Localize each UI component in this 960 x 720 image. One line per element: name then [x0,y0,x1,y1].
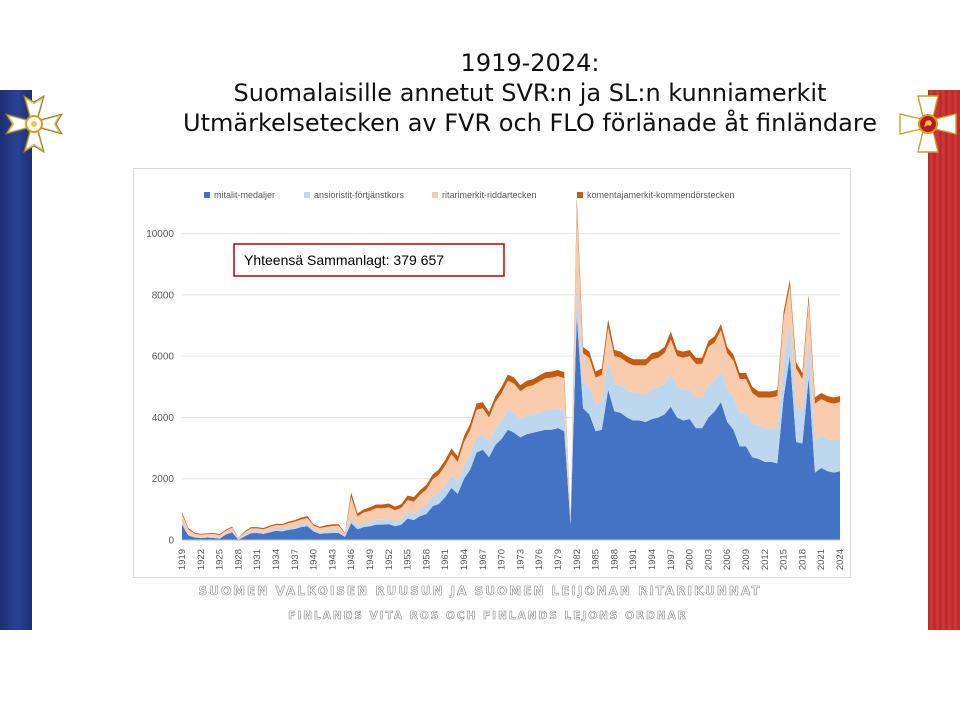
x-tick-label: 1997 [666,549,677,570]
x-tick-label: 1973 [515,549,526,570]
legend-swatch [432,192,438,198]
x-tick-label: 1919 [177,549,188,570]
x-tick-label: 1934 [271,549,282,570]
x-tick-label: 2015 [779,549,790,570]
y-tick-label: 2000 [152,474,175,485]
x-tick-label: 1967 [478,549,489,570]
y-tick-label: 10000 [146,229,174,240]
x-tick-label: 1922 [196,549,207,570]
x-tick-label: 2000 [685,549,696,570]
y-tick-label: 6000 [152,352,175,363]
x-tick-label: 1964 [459,549,470,570]
x-tick-label: 2021 [816,549,827,570]
lion-cross-icon [899,95,957,153]
x-tick-label: 2024 [835,549,846,570]
x-tick-label: 2006 [722,549,733,570]
x-tick-label: 1979 [553,549,564,570]
area-series-1 [182,316,840,540]
title-line-3: Utmärkelsetecken av FVR och FLO förlänad… [183,109,877,137]
title-line-2: Suomalaisille annetut SVR:n ja SL:n kunn… [233,79,827,107]
chart-container: mitalit-medaljer ansioristit-förtjänstkor… [133,168,851,578]
legend-swatch [204,192,210,198]
legend-swatch [304,192,310,198]
title-line-1: 1919-2024: [460,49,600,77]
legend: mitalit-medaljer ansioristit-förtjänstkor… [204,190,735,200]
x-tick-label: 1988 [609,549,620,570]
x-axis: 1919 1922 1925 1928 1931 1934 1937 1940 1943 1946… [177,539,846,570]
legend-swatch [577,192,583,198]
x-tick-label: 2012 [760,549,771,570]
legend-label: ritarimerkit-riddartecken [442,190,537,200]
legend-label: mitalit-medaljer [214,190,275,200]
annotation-text: Yhteensä Sammanlagt: 379 657 [244,252,444,268]
chart-title: 1919-2024: Suomalaisille annetut SVR:n j… [120,48,940,138]
stacked-area-chart: mitalit-medaljer ansioristit-förtjänstkor… [146,190,846,570]
y-tick-label: 0 [168,536,174,547]
x-tick-label: 1946 [346,549,357,570]
x-tick-label: 1985 [591,549,602,570]
white-rose-cross-icon [4,94,64,154]
x-tick-label: 1961 [440,549,451,570]
x-tick-label: 1991 [628,549,639,570]
x-tick-label: 1940 [309,549,320,570]
total-annotation: Yhteensä Sammanlagt: 379 657 [233,243,505,277]
x-tick-label: 1928 [233,549,244,570]
legend-item: ritarimerkit-riddartecken [432,190,537,200]
x-tick-label: 1937 [290,549,301,570]
x-tick-label: 1931 [252,549,263,570]
x-tick-label: 2003 [703,549,714,570]
x-tick-label: 2009 [741,549,752,570]
x-tick-label: 1970 [497,549,508,570]
x-tick-label: 1949 [365,549,376,570]
x-tick-label: 1943 [327,549,338,570]
footer-line-2: FINLANDS VITA ROS OCH FINLANDS LEJONS OR… [288,610,688,623]
left-ribbon [0,90,32,630]
y-axis: 0 2000 4000 6000 8000 10000 [146,229,174,546]
x-tick-label: 1952 [384,549,395,570]
x-tick-label: 1982 [572,549,583,570]
y-tick-label: 4000 [152,413,175,424]
areas [182,196,840,540]
x-tick-label: 1994 [647,549,658,570]
area-series-3 [182,206,840,540]
right-ribbon [928,90,960,630]
y-tick-label: 8000 [152,290,175,301]
legend-item: mitalit-medaljer [204,190,275,200]
legend-item: komentajamerkit-kommendörstecken [577,190,735,200]
legend-label: komentajamerkit-kommendörstecken [587,190,735,200]
legend-item: ansioristit-förtjänstkors [304,190,405,200]
x-tick-label: 1976 [534,549,545,570]
annotation-box [233,243,505,277]
area-series-2 [182,282,840,540]
x-tick-label: 1925 [215,549,226,570]
x-tick-label: 1958 [421,549,432,570]
footer-line-1: SUOMEN VALKOISEN RUUSUN JA SUOMEN LEIJON… [198,584,762,599]
legend-label: ansioristit-förtjänstkors [314,190,405,200]
x-tick-label: 1955 [403,549,414,570]
x-tick-label: 2018 [797,549,808,570]
